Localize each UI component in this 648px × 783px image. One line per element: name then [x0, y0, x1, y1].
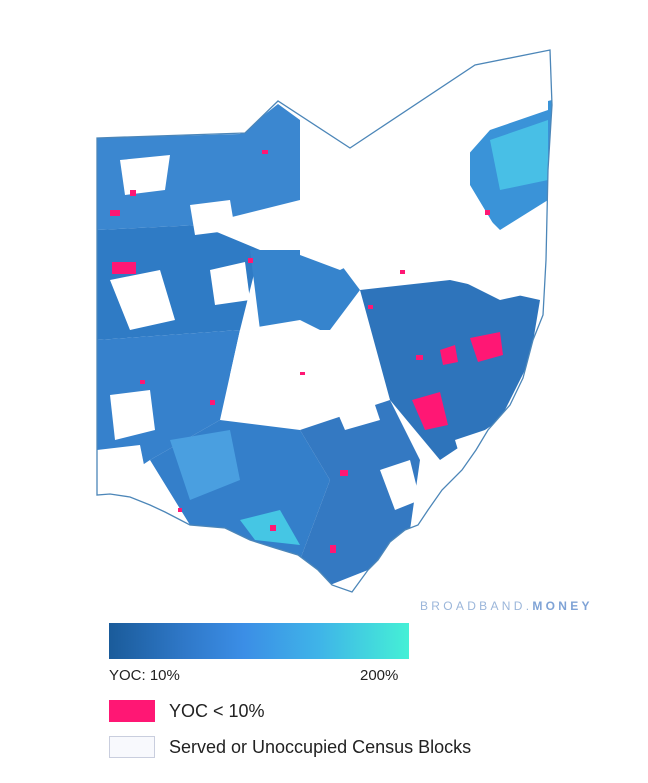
state-outline	[96, 49, 553, 593]
yoc-color-scale	[109, 623, 409, 659]
map-svg	[96, 49, 553, 593]
scale-max-label: 200%	[360, 667, 399, 684]
legend-label-served: Served or Unoccupied Census Blocks	[169, 736, 472, 757]
brand-watermark: BROADBAND.MONEY	[420, 599, 593, 613]
ohio-map	[96, 49, 553, 593]
legend-item-yoc-below: YOC < 10%	[109, 699, 265, 723]
brand-watermark-part2: MONEY	[532, 599, 593, 613]
brand-watermark-part1: BROADBAND.	[420, 599, 533, 613]
legend-item-served: Served or Unoccupied Census Blocks	[109, 735, 471, 759]
scale-min-label: YOC: 10%	[109, 667, 180, 684]
legend-swatch-white	[109, 736, 155, 758]
legend-label-yoc-below: YOC < 10%	[169, 700, 265, 721]
legend-swatch-pink	[109, 700, 155, 722]
